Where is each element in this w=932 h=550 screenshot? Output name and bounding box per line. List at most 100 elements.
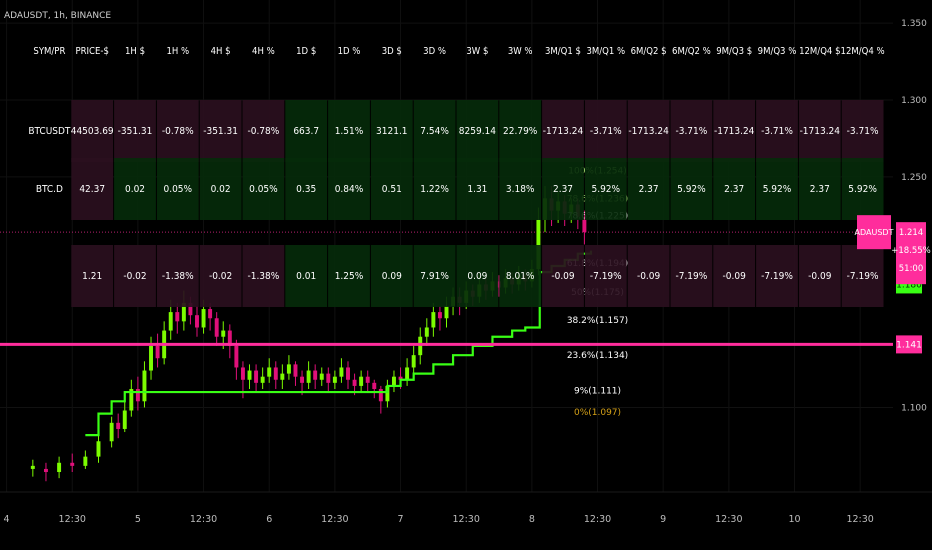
table-cell-bg <box>670 100 713 162</box>
table-cell-bg <box>370 158 413 220</box>
candle[interactable] <box>247 364 252 389</box>
candle[interactable] <box>326 367 331 393</box>
candle[interactable] <box>175 302 180 334</box>
candle[interactable] <box>339 358 344 383</box>
candle[interactable] <box>424 318 429 346</box>
table-cell-bg <box>627 245 670 307</box>
table-cell-value: -7.19% <box>590 271 622 282</box>
time-tick-label: 8 <box>529 514 535 525</box>
candle-body <box>214 318 219 337</box>
table-header-cell: PRICE-$ <box>75 46 109 57</box>
candle[interactable] <box>208 302 213 331</box>
time-axis[interactable]: 4 12:30 5 12:30 6 12:30 7 12:30 8 12:30 9 12:30 10 12… <box>0 491 932 550</box>
candle[interactable] <box>372 379 377 399</box>
candle[interactable] <box>392 370 396 393</box>
candle[interactable] <box>280 364 285 389</box>
price-axis[interactable]: 1.350 1.300 1.250 1.100 1.214 1.180 1.141 ADAUS… <box>855 0 932 550</box>
candle-body <box>497 281 501 288</box>
candle[interactable] <box>359 370 364 393</box>
candle[interactable] <box>293 361 298 386</box>
table-cell-value: 2.37 <box>724 184 744 195</box>
candle[interactable] <box>346 361 350 389</box>
candle[interactable] <box>306 361 311 389</box>
candle[interactable] <box>96 435 101 463</box>
candle[interactable] <box>365 370 370 393</box>
candle[interactable] <box>431 302 436 337</box>
candle[interactable] <box>437 305 442 331</box>
symbol-label[interactable]: ADAUSDT, 1h, BINANCE <box>4 11 111 21</box>
table-cell-value: 1.31 <box>467 184 487 195</box>
table-cell-value: 0.09 <box>382 271 402 282</box>
candle-body <box>240 367 245 380</box>
table-cell-value: -7.19% <box>847 271 879 282</box>
candle-body <box>201 309 206 328</box>
candle[interactable] <box>57 456 62 479</box>
candle-body <box>273 367 278 380</box>
table-cell-bg <box>199 100 242 162</box>
time-tick-label: 9 <box>660 514 666 525</box>
table-header-cell: 3D $ <box>382 46 402 57</box>
candle[interactable] <box>214 312 219 346</box>
candle-body <box>175 312 180 322</box>
table-cell-value: 0.02 <box>211 184 231 195</box>
table-cell-value: -1.38% <box>162 271 194 282</box>
table-cell-bg <box>370 245 413 307</box>
table-cell-bg <box>542 158 584 220</box>
candle[interactable] <box>582 210 587 245</box>
candle[interactable] <box>116 413 121 439</box>
candle-body <box>332 376 337 383</box>
candle[interactable] <box>142 361 147 408</box>
table-cell-bg <box>584 245 627 307</box>
table-cell-bg <box>584 100 627 162</box>
candle-body <box>365 376 370 383</box>
candle[interactable] <box>411 345 416 377</box>
candle[interactable] <box>70 453 75 473</box>
candle[interactable] <box>385 379 390 408</box>
candle[interactable] <box>83 450 88 469</box>
candle[interactable] <box>497 275 501 297</box>
candle[interactable] <box>260 367 265 389</box>
candle[interactable] <box>405 358 410 386</box>
table-header-cell: 1H $ <box>125 46 145 57</box>
table-cell-value: 1.25% <box>335 271 364 282</box>
time-tick-label: 12:30 <box>584 514 611 525</box>
candle[interactable] <box>195 305 199 337</box>
time-tick-label: 12:30 <box>59 514 86 525</box>
table-cell-value: 0.05% <box>164 184 193 195</box>
candle[interactable] <box>319 367 324 386</box>
table-header-cell: 6M/Q2 $ <box>631 46 667 57</box>
price-badge[interactable] <box>896 335 922 354</box>
candle[interactable] <box>378 385 383 414</box>
candle[interactable] <box>286 355 291 380</box>
candle[interactable] <box>254 364 259 393</box>
candle-body <box>306 370 311 383</box>
current-price-badge[interactable] <box>896 222 926 285</box>
table-cell-value: -7.19% <box>761 271 793 282</box>
candle-body <box>424 327 429 337</box>
table-cell-value: -1713.24 <box>628 126 669 137</box>
candle[interactable] <box>267 358 272 383</box>
candle[interactable] <box>155 333 160 368</box>
table-cell-bg <box>499 158 542 220</box>
candle[interactable] <box>129 379 134 417</box>
table-cell-bg <box>841 100 884 162</box>
candle[interactable] <box>418 327 423 365</box>
candle[interactable] <box>43 462 48 482</box>
candle[interactable] <box>109 416 114 448</box>
candle[interactable] <box>332 370 337 389</box>
candle[interactable] <box>234 339 239 380</box>
table-header-cell: 3W $ <box>466 46 488 57</box>
candle[interactable] <box>135 376 140 411</box>
candle[interactable] <box>273 361 278 389</box>
candle[interactable] <box>30 459 35 477</box>
table-cell-value: -1713.24 <box>800 126 841 137</box>
candle-body <box>247 370 252 380</box>
table-cell-bg <box>71 245 114 307</box>
symbol-badge[interactable] <box>857 215 891 250</box>
candle[interactable] <box>313 364 318 389</box>
candle[interactable] <box>122 401 127 433</box>
candle[interactable] <box>227 324 232 359</box>
bar-countdown: 51:00 <box>899 264 924 274</box>
table-cell-bg <box>71 100 114 162</box>
